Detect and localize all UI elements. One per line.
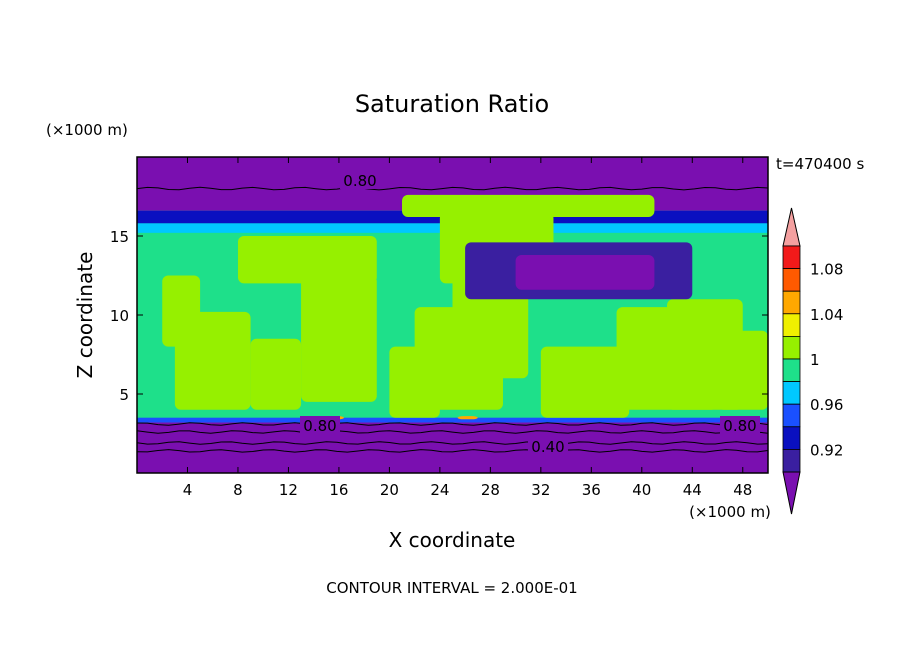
- cloud-region: [237, 236, 377, 284]
- x-tick-label: 48: [733, 481, 752, 499]
- x-tick-label: 12: [279, 481, 298, 499]
- contour-lines: [137, 186, 768, 453]
- cloud-region: [250, 338, 302, 410]
- x-tick-label: 32: [531, 481, 550, 499]
- x-axis-label: X coordinate: [389, 528, 516, 552]
- x-tick-label: 36: [582, 481, 601, 499]
- x-tick-label: 16: [329, 481, 348, 499]
- contour-line: [137, 422, 768, 426]
- colorbar-swatch: [782, 381, 801, 405]
- contour-labels: 0.80 0.80 0.80 0.40: [300, 171, 760, 456]
- colorbar-label: 0.96: [810, 396, 843, 414]
- x-unit-label: (×1000 m): [689, 503, 771, 521]
- x-tick-label: 40: [632, 481, 651, 499]
- cloud-region: [301, 275, 377, 402]
- cloud-region: [162, 275, 201, 347]
- cloud-region: [452, 275, 529, 379]
- x-axis: 4 8 12 16 20 24 28 32 36 40 44 48: [183, 157, 752, 499]
- contour-line: [137, 186, 768, 191]
- x-tick-label: 4: [183, 481, 193, 499]
- y-tick-label: 15: [110, 228, 129, 246]
- colorbar-swatch: [782, 448, 801, 473]
- cloud-region: [717, 330, 768, 410]
- y-tick-label: 10: [110, 307, 129, 325]
- colorbar-swatch: [782, 245, 801, 270]
- cloud-base-streak: [457, 416, 478, 420]
- colorbar-swatch: [782, 403, 801, 428]
- x-tick-label: 20: [380, 481, 399, 499]
- contour-line: [137, 441, 768, 445]
- contour-line: [137, 430, 768, 434]
- x-tick-label: 8: [233, 481, 243, 499]
- cloud-region: [540, 346, 630, 418]
- colorbar-extend-bottom: [782, 471, 801, 515]
- contour-line: [137, 449, 768, 453]
- dry-intrusion-core: [515, 254, 655, 290]
- y-axis: 5 10 15: [110, 228, 768, 404]
- colorbar-extend-top: [782, 207, 801, 247]
- contour-label: 0.80: [303, 417, 336, 435]
- colorbar-swatch: [782, 426, 801, 450]
- x-tick-label: 44: [683, 481, 702, 499]
- lower-transition-band: [137, 417, 768, 423]
- y-unit-label: (×1000 m): [46, 121, 128, 139]
- colorbar-swatch: [782, 313, 801, 337]
- colorbar-label: 0.92: [810, 441, 843, 459]
- contour-label: 0.80: [723, 417, 756, 435]
- colorbar: 0.92 0.96 1 1.04 1.08: [782, 207, 843, 515]
- saturation-field: [137, 157, 768, 473]
- chart-title: Saturation Ratio: [355, 90, 549, 118]
- colorbar-label: 1.08: [810, 261, 843, 279]
- y-axis-label: Z coordinate: [73, 252, 97, 379]
- x-tick-label: 28: [481, 481, 500, 499]
- lower-dry-layer: [137, 422, 768, 473]
- colorbar-label: 1: [810, 351, 820, 369]
- x-tick-label: 24: [430, 481, 449, 499]
- contour-label: 0.80: [343, 172, 376, 190]
- colorbar-label: 1.04: [810, 306, 843, 324]
- colorbar-swatch: [782, 335, 801, 360]
- colorbar-swatch: [782, 268, 801, 292]
- contour-interval-note: CONTOUR INTERVAL = 2.000E-01: [326, 579, 577, 597]
- colorbar-swatch: [782, 290, 801, 315]
- upper-cloud-region: [402, 194, 655, 218]
- contour-label: 0.40: [531, 438, 564, 456]
- colorbar-swatch: [782, 358, 801, 383]
- time-label: t=470400 s: [776, 155, 864, 173]
- y-tick-label: 5: [119, 386, 129, 404]
